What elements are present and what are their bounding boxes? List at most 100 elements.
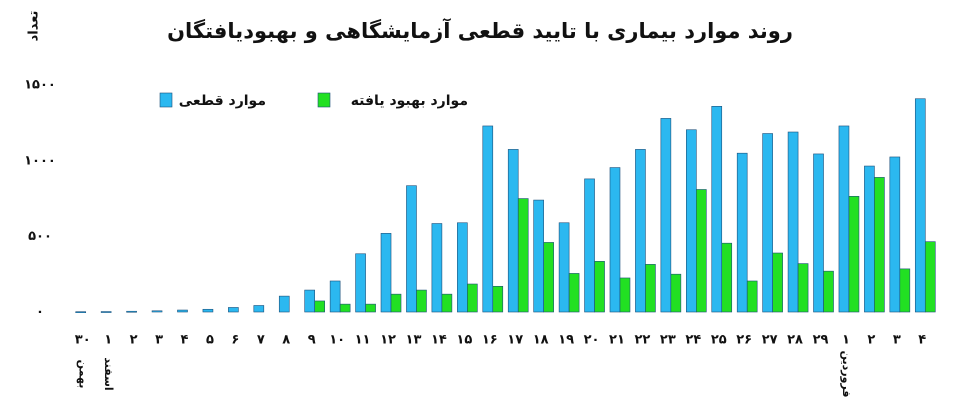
bar: [380, 233, 392, 313]
bar: [339, 303, 351, 313]
x-tick-label: ۳: [893, 333, 901, 348]
x-tick-label: ۲: [130, 333, 138, 348]
chart-title: روند موارد بیماری با تایید قطعی آزمایشگا…: [167, 18, 793, 43]
bar: [584, 178, 595, 313]
bar: [635, 149, 646, 313]
bar: [406, 185, 417, 313]
bar: [228, 307, 239, 313]
bar: [899, 268, 911, 313]
x-tick-label: ۱۹: [558, 333, 574, 348]
bar: [797, 263, 809, 313]
legend-swatch: [317, 92, 331, 108]
legend-label: موارد بهبود یافته: [351, 93, 468, 109]
bar: [736, 152, 748, 313]
bar: [253, 305, 265, 313]
y-axis-label: تعداد: [27, 11, 42, 42]
bar: [823, 270, 834, 313]
x-tick-label: ۲۸: [787, 333, 803, 348]
x-tick-label: ۲۶: [736, 333, 752, 348]
x-tick-label: ۱۳: [406, 333, 422, 348]
bar: [441, 293, 453, 313]
bar: [202, 308, 214, 313]
bar: [645, 264, 656, 313]
bar: [813, 153, 824, 313]
bar: [609, 167, 621, 313]
legend-label: موارد قطعی: [179, 93, 266, 109]
bar: [838, 125, 850, 313]
bar: [482, 125, 494, 313]
y-tick-label: ۵۰۰: [28, 229, 52, 244]
bar: [390, 293, 402, 313]
x-tick-label: ۲۹: [813, 333, 829, 348]
x-tick-label: ۵: [206, 333, 214, 348]
bar: [568, 273, 580, 313]
bar: [492, 285, 504, 313]
bar: [864, 165, 875, 313]
bar: [75, 311, 87, 313]
bar: [416, 289, 427, 313]
bar: [457, 222, 468, 313]
x-tick-label: ۱۶: [482, 333, 498, 348]
bar: [594, 261, 605, 313]
bar: [126, 310, 137, 313]
x-tick-label: ۶: [231, 333, 239, 348]
bar: [355, 253, 366, 313]
bar: [558, 222, 570, 313]
x-sublabel: اسفند: [102, 357, 115, 390]
y-tick-label: ۰: [36, 305, 44, 320]
x-tick-label: ۷: [257, 333, 265, 348]
bar: [670, 273, 682, 313]
y-tick-label: ۱۵۰۰: [24, 78, 56, 93]
x-tick-label: ۱۷: [507, 333, 523, 348]
bar: [533, 199, 544, 313]
bar: [467, 283, 478, 313]
x-tick-label: ۲: [867, 333, 875, 348]
bar: [696, 189, 707, 313]
bar: [507, 149, 519, 313]
x-tick-label: ۲۱: [609, 333, 625, 348]
x-tick-label: ۱۵: [456, 333, 472, 348]
x-tick-label: ۱: [842, 333, 850, 348]
bar: [889, 156, 901, 313]
bar: [746, 280, 758, 313]
x-tick-label: ۲۷: [762, 333, 778, 348]
bar: [762, 133, 773, 313]
bar: [848, 195, 860, 313]
x-tick-label: ۱۱: [355, 333, 371, 348]
bar: [431, 223, 443, 313]
x-tick-label: ۲۰: [584, 333, 600, 348]
bar: [914, 98, 926, 313]
bar: [721, 242, 733, 313]
bar: [619, 277, 631, 313]
x-tick-label: ۴: [918, 333, 926, 348]
x-tick-label: ۲۳: [660, 333, 676, 348]
x-tick-label: ۴: [181, 333, 189, 348]
x-sublabel: فروردین: [840, 351, 853, 398]
x-tick-label: ۲۲: [634, 333, 650, 348]
bar: [686, 129, 697, 313]
bar: [329, 280, 341, 313]
bar: [787, 131, 799, 313]
bar: [314, 300, 325, 313]
x-tick-label: ۸: [282, 333, 290, 348]
bar: [278, 295, 290, 313]
bar: [304, 289, 315, 313]
legend-swatch: [159, 92, 173, 108]
bar: [365, 303, 376, 313]
x-tick-label: ۳۰: [75, 333, 91, 348]
x-tick-label: ۲۴: [685, 333, 701, 348]
x-tick-label: ۱۲: [380, 333, 396, 348]
bar: [924, 241, 936, 313]
x-sublabel: بهمن: [77, 360, 90, 389]
x-tick-label: ۲۵: [711, 333, 727, 348]
bar: [100, 311, 112, 313]
bar: [772, 252, 783, 313]
bar: [151, 310, 163, 313]
x-tick-label: ۱: [104, 333, 112, 348]
x-tick-label: ۳: [155, 333, 163, 348]
bar: [874, 177, 885, 313]
bar: [177, 309, 188, 313]
x-tick-label: ۱۰: [329, 333, 345, 348]
